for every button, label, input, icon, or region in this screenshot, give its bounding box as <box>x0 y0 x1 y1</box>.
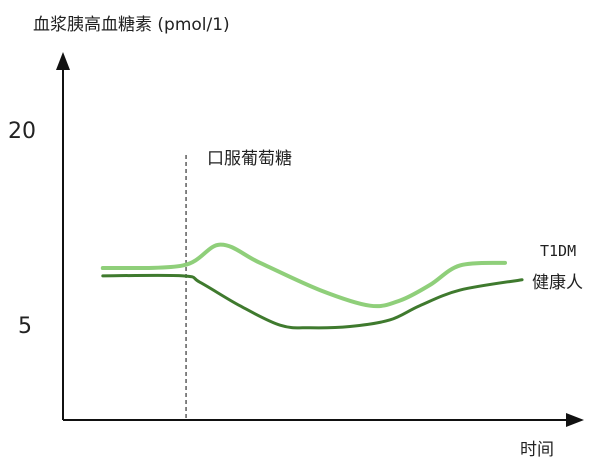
x-axis-label: 时间 <box>520 440 554 460</box>
x-axis-arrow <box>566 413 584 427</box>
series-label-healthy: 健康人 <box>532 273 583 293</box>
y-axis-label: 血浆胰高血糖素 (pmol/1) <box>33 15 230 35</box>
y-tick-label: 20 <box>8 119 36 144</box>
series-line-t1dm <box>100 242 508 309</box>
series-line-healthy <box>101 273 524 330</box>
y-axis-arrow <box>56 52 70 70</box>
event-label: 口服葡萄糖 <box>207 149 292 169</box>
y-tick-label: 5 <box>18 314 32 339</box>
series-label-t1dm: T1DM <box>540 242 576 260</box>
